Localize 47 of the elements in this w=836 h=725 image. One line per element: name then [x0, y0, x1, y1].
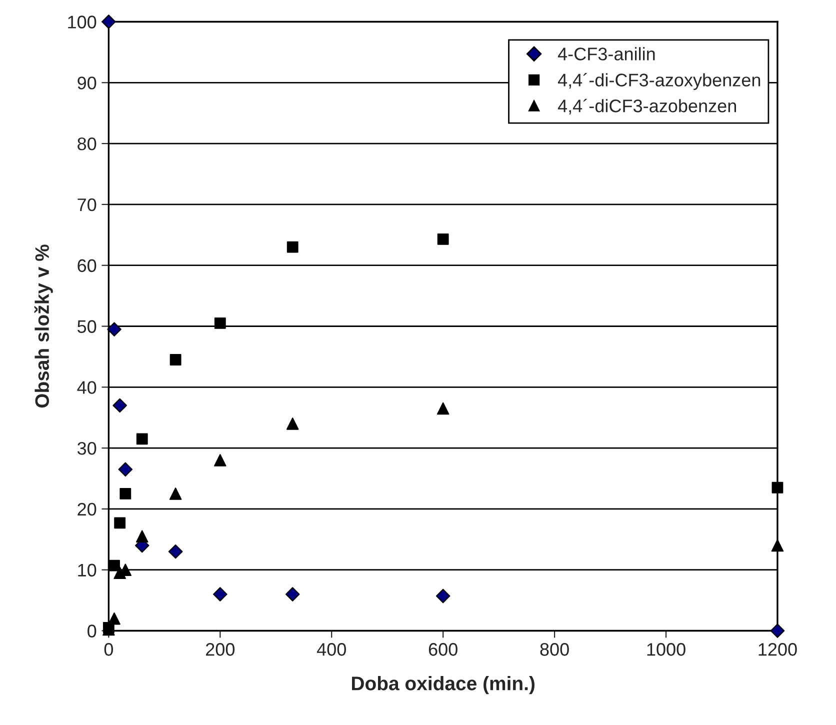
y-tick-label: 70	[78, 198, 96, 212]
y-tick-label: 20	[78, 502, 96, 516]
point	[771, 539, 784, 552]
point	[108, 560, 120, 572]
x-tick-label: 400	[316, 643, 346, 656]
point	[169, 488, 182, 500]
y-axis-title: Obsah složky v %	[34, 244, 53, 408]
legend-label: 4-CF3-anilin	[558, 47, 655, 60]
point	[772, 482, 784, 494]
point	[436, 588, 450, 604]
point	[436, 402, 450, 415]
legend-label: 4,4´-diCF3-azobenzen	[558, 98, 736, 114]
x-tick-label: 1000	[647, 643, 686, 656]
point	[114, 517, 126, 529]
y-tick-label: 80	[78, 137, 96, 150]
x-tick-label: 1200	[758, 643, 797, 656]
point	[213, 587, 228, 602]
y-tick-label: 40	[77, 381, 96, 394]
point	[770, 624, 785, 638]
x-tick-label: 0	[104, 643, 113, 656]
x-tick-label: 800	[540, 643, 569, 656]
y-tick-label: 100	[68, 16, 96, 28]
point	[285, 587, 300, 602]
point	[170, 354, 182, 366]
legend-label: 4,4´-di-CF3-azoxybenzen	[558, 72, 760, 90]
point	[437, 233, 449, 245]
point	[112, 398, 127, 413]
x-axis-title: Doba oxidace (min.)	[352, 676, 534, 694]
point	[107, 322, 122, 336]
y-tick-label: 10	[78, 564, 96, 577]
point	[136, 530, 148, 543]
point	[102, 14, 116, 29]
y-tick-label: 90	[78, 76, 96, 90]
point	[168, 544, 183, 559]
point	[120, 488, 132, 500]
point	[214, 318, 226, 329]
point	[118, 462, 133, 477]
x-tick-label: 600	[428, 643, 458, 656]
y-tick-label: 60	[78, 259, 96, 272]
x-tick-label: 200	[206, 643, 235, 656]
point	[286, 418, 299, 430]
point	[136, 433, 148, 445]
y-tick-label: 30	[77, 442, 96, 455]
point	[286, 241, 298, 253]
y-tick-label: 50	[78, 320, 96, 333]
y-tick-label: 0	[88, 624, 96, 638]
point	[214, 454, 226, 466]
